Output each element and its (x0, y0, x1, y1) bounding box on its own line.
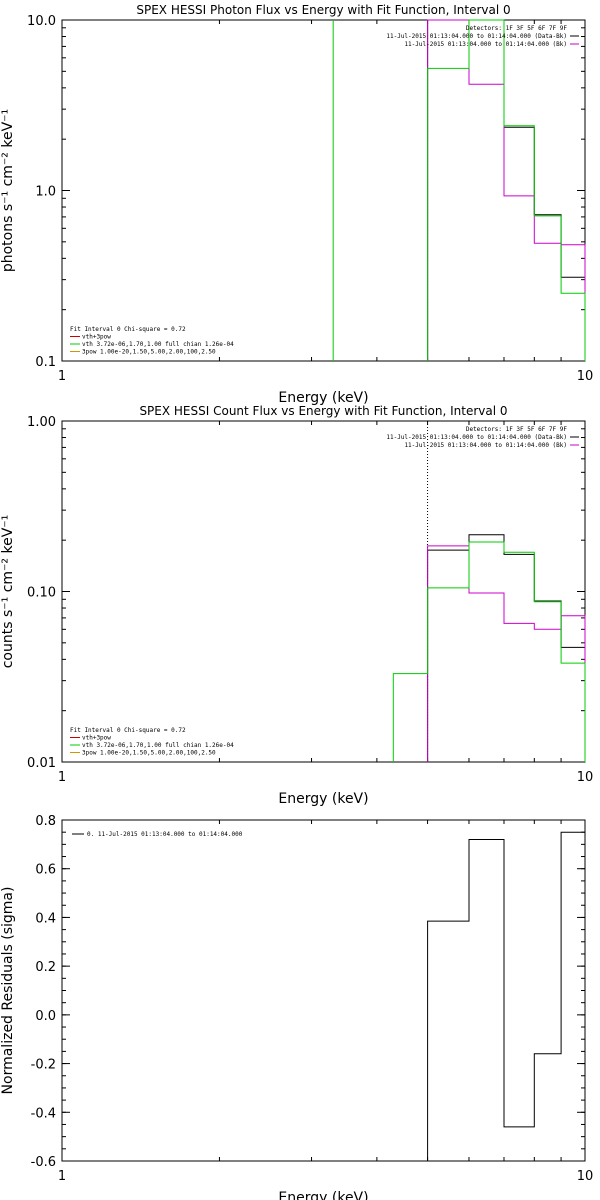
y-axis-label: photons s⁻¹ cm⁻² keV⁻¹ (0, 109, 16, 272)
count-flux-chart: SPEX HESSI Count Flux vs Energy with Fit… (0, 404, 593, 807)
x-tick-label: 1 (58, 770, 66, 785)
residuals-chart: 1 10 Energy (keV) -0.6 -0.4 -0.2 0.0 0.2 0.4 0.6 0… (0, 814, 593, 1200)
x-tick-label: 10 (577, 369, 594, 384)
series-step-line (427, 19, 586, 361)
legend-text: 11-Jul-2015 01:13:04.000 to 01:14:04.000… (404, 41, 567, 48)
y-tick-label: 0.6 (35, 863, 56, 878)
chart-title: SPEX HESSI Count Flux vs Energy with Fit… (139, 404, 507, 418)
legend-text: 11-Jul-2015 01:13:04.000 to 01:14:04.000… (386, 434, 567, 441)
series-step-line (427, 19, 586, 361)
fit-info-text: Fit Interval 0 Chi-square = 0.72 (70, 727, 186, 734)
fit-info-text: vth 3.72e-06,1.70,1.00 full chian 1.26e-… (82, 341, 234, 348)
x-axis-label: Energy (keV) (278, 1190, 368, 1200)
plot-frame (61, 19, 586, 362)
series-step-line (392, 541, 586, 762)
y-axis-label: Normalized Residuals (sigma) (0, 887, 16, 1095)
legend-text: 0. 11-Jul-2015 01:13:04.000 to 01:14:04.… (87, 831, 243, 838)
series-step-line (427, 534, 586, 762)
x-axis-label: Energy (keV) (278, 390, 368, 406)
x-axis-label: Energy (keV) (278, 791, 368, 807)
y-tick-label: -0.4 (31, 1106, 56, 1121)
fit-info-text: Fit Interval 0 Chi-square = 0.72 (70, 326, 186, 333)
y-tick-label: 10.0 (27, 14, 56, 29)
y-tick-label: 0.0 (35, 1009, 56, 1024)
x-tick-label: 1 (58, 369, 66, 384)
x-tick-label: 1 (58, 1169, 66, 1184)
fit-info-text: vth 3.72e-06,1.70,1.00 full chian 1.26e-… (82, 742, 234, 749)
y-tick-label: 1.0 (35, 185, 56, 200)
legend-text: 11-Jul-2015 01:13:04.000 to 01:14:04.000… (386, 33, 567, 40)
y-tick-label: 1.00 (27, 415, 56, 430)
y-tick-label: 0.4 (35, 911, 56, 926)
legend-text: Detectors: 1F 3F 5F 6F 7F 9F (466, 426, 568, 433)
y-tick-label: -0.2 (31, 1058, 56, 1073)
y-tick-label: 0.1 (35, 355, 56, 370)
fit-info-text: vth+3pow (82, 735, 111, 742)
series-step-line (427, 19, 586, 361)
y-tick-label: 0.10 (27, 586, 56, 601)
legend-text: Detectors: 1F 3F 5F 6F 7F 9F (466, 25, 568, 32)
y-axis-label: counts s⁻¹ cm⁻² keV⁻¹ (0, 515, 16, 669)
photon-flux-chart: SPEX HESSI Photon Flux vs Energy with Fi… (0, 3, 593, 406)
plot-frame (61, 819, 586, 1162)
legend-text: 11-Jul-2015 01:13:04.000 to 01:14:04.000… (404, 442, 567, 449)
fit-info-text: 3pow 1.00e-20,1.50,5.00,2.00,100,2.50 (82, 349, 216, 356)
series-step-line (427, 545, 586, 762)
x-tick-label: 10 (577, 770, 594, 785)
fit-info-text: 3pow 1.00e-20,1.50,5.00,2.00,100,2.50 (82, 750, 216, 757)
chart-title: SPEX HESSI Photon Flux vs Energy with Fi… (136, 3, 510, 17)
y-tick-label: -0.6 (31, 1155, 56, 1170)
y-tick-label: 0.8 (35, 814, 56, 829)
x-tick-label: 10 (577, 1169, 594, 1184)
series-step-line (427, 831, 586, 1161)
fit-info-text: vth+3pow (82, 334, 111, 341)
y-tick-label: 0.01 (27, 756, 56, 771)
y-tick-label: 0.2 (35, 960, 56, 975)
plot-frame (61, 420, 586, 763)
